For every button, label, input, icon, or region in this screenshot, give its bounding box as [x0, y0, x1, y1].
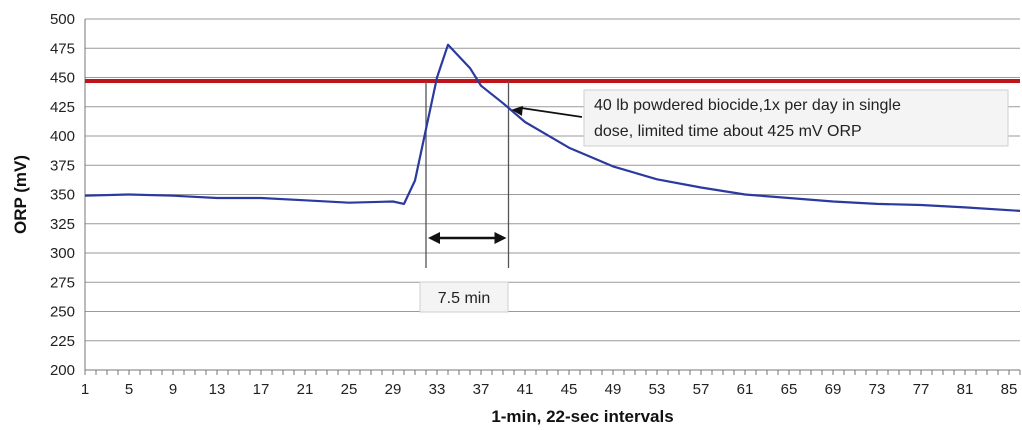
pointer-arrow-shaft [519, 106, 583, 118]
x-tick-label: 57 [693, 381, 710, 398]
duration-double-arrow [428, 232, 507, 244]
y-tick-label: 450 [50, 70, 75, 87]
x-tick-label: 61 [737, 381, 754, 398]
x-tick-label: 73 [869, 381, 886, 398]
gridlines [85, 18, 1020, 371]
annotation-note-line-2: dose, limited time about 425 mV ORP [594, 123, 862, 140]
x-tick-label: 77 [913, 381, 930, 398]
x-tick-label: 81 [957, 381, 974, 398]
x-tick-label: 65 [781, 381, 798, 398]
annotation-note-line-1: 40 lb powdered biocide,1x per day in sin… [594, 97, 901, 114]
duration-label: 7.5 min [438, 290, 490, 307]
duration-label-box [419, 281, 509, 313]
y-tick-labels: 200 225 250 275 300 325 350 375 400 425 450 475 500 [50, 11, 75, 379]
x-tick-label: 25 [341, 381, 358, 398]
x-tick-label: 21 [297, 381, 314, 398]
y-tick-label: 425 [50, 99, 75, 116]
y-tick-label: 225 [50, 333, 75, 350]
y-axis-title: ORP (mV) [11, 155, 30, 234]
y-tick-label: 500 [50, 11, 75, 28]
x-tick-label: 85 [1001, 381, 1018, 398]
x-tick-label: 5 [125, 381, 133, 398]
x-tick-label: 37 [473, 381, 490, 398]
orp-series-line [84, 43, 1021, 212]
x-tick-label: 53 [649, 381, 666, 398]
y-tick-label: 375 [50, 157, 75, 174]
x-tick-label: 29 [385, 381, 402, 398]
duration-arrowhead-right [494, 232, 507, 244]
y-tick-label: 350 [50, 187, 75, 204]
x-tick-label: 13 [209, 381, 226, 398]
x-tick-label: 33 [429, 381, 446, 398]
x-tick-label: 45 [561, 381, 578, 398]
x-tick-label: 17 [253, 381, 270, 398]
annotation-pointer-arrow [511, 105, 583, 118]
y-tick-label: 250 [50, 304, 75, 321]
x-tick-label: 49 [605, 381, 622, 398]
x-tick-label: 41 [517, 381, 534, 398]
y-tick-label: 200 [50, 362, 75, 379]
x-tick-label: 69 [825, 381, 842, 398]
x-tick-marks [84, 370, 1021, 375]
x-axis-title: 1-min, 22-sec intervals [491, 407, 673, 426]
x-tick-labels: 1 5 9 13 17 21 25 29 33 37 41 45 49 53 57 61 65 69 73 77 81 8… [81, 381, 1018, 398]
pointer-arrowhead [511, 105, 523, 116]
y-tick-label: 475 [50, 40, 75, 57]
y-tick-label: 300 [50, 245, 75, 262]
y-tick-label: 400 [50, 128, 75, 145]
y-tick-label: 275 [50, 274, 75, 291]
y-tick-label: 325 [50, 216, 75, 233]
x-tick-label: 9 [169, 381, 177, 398]
x-tick-label: 1 [81, 381, 89, 398]
annotation-note-box [583, 89, 1009, 147]
duration-arrowhead-left [428, 232, 440, 244]
